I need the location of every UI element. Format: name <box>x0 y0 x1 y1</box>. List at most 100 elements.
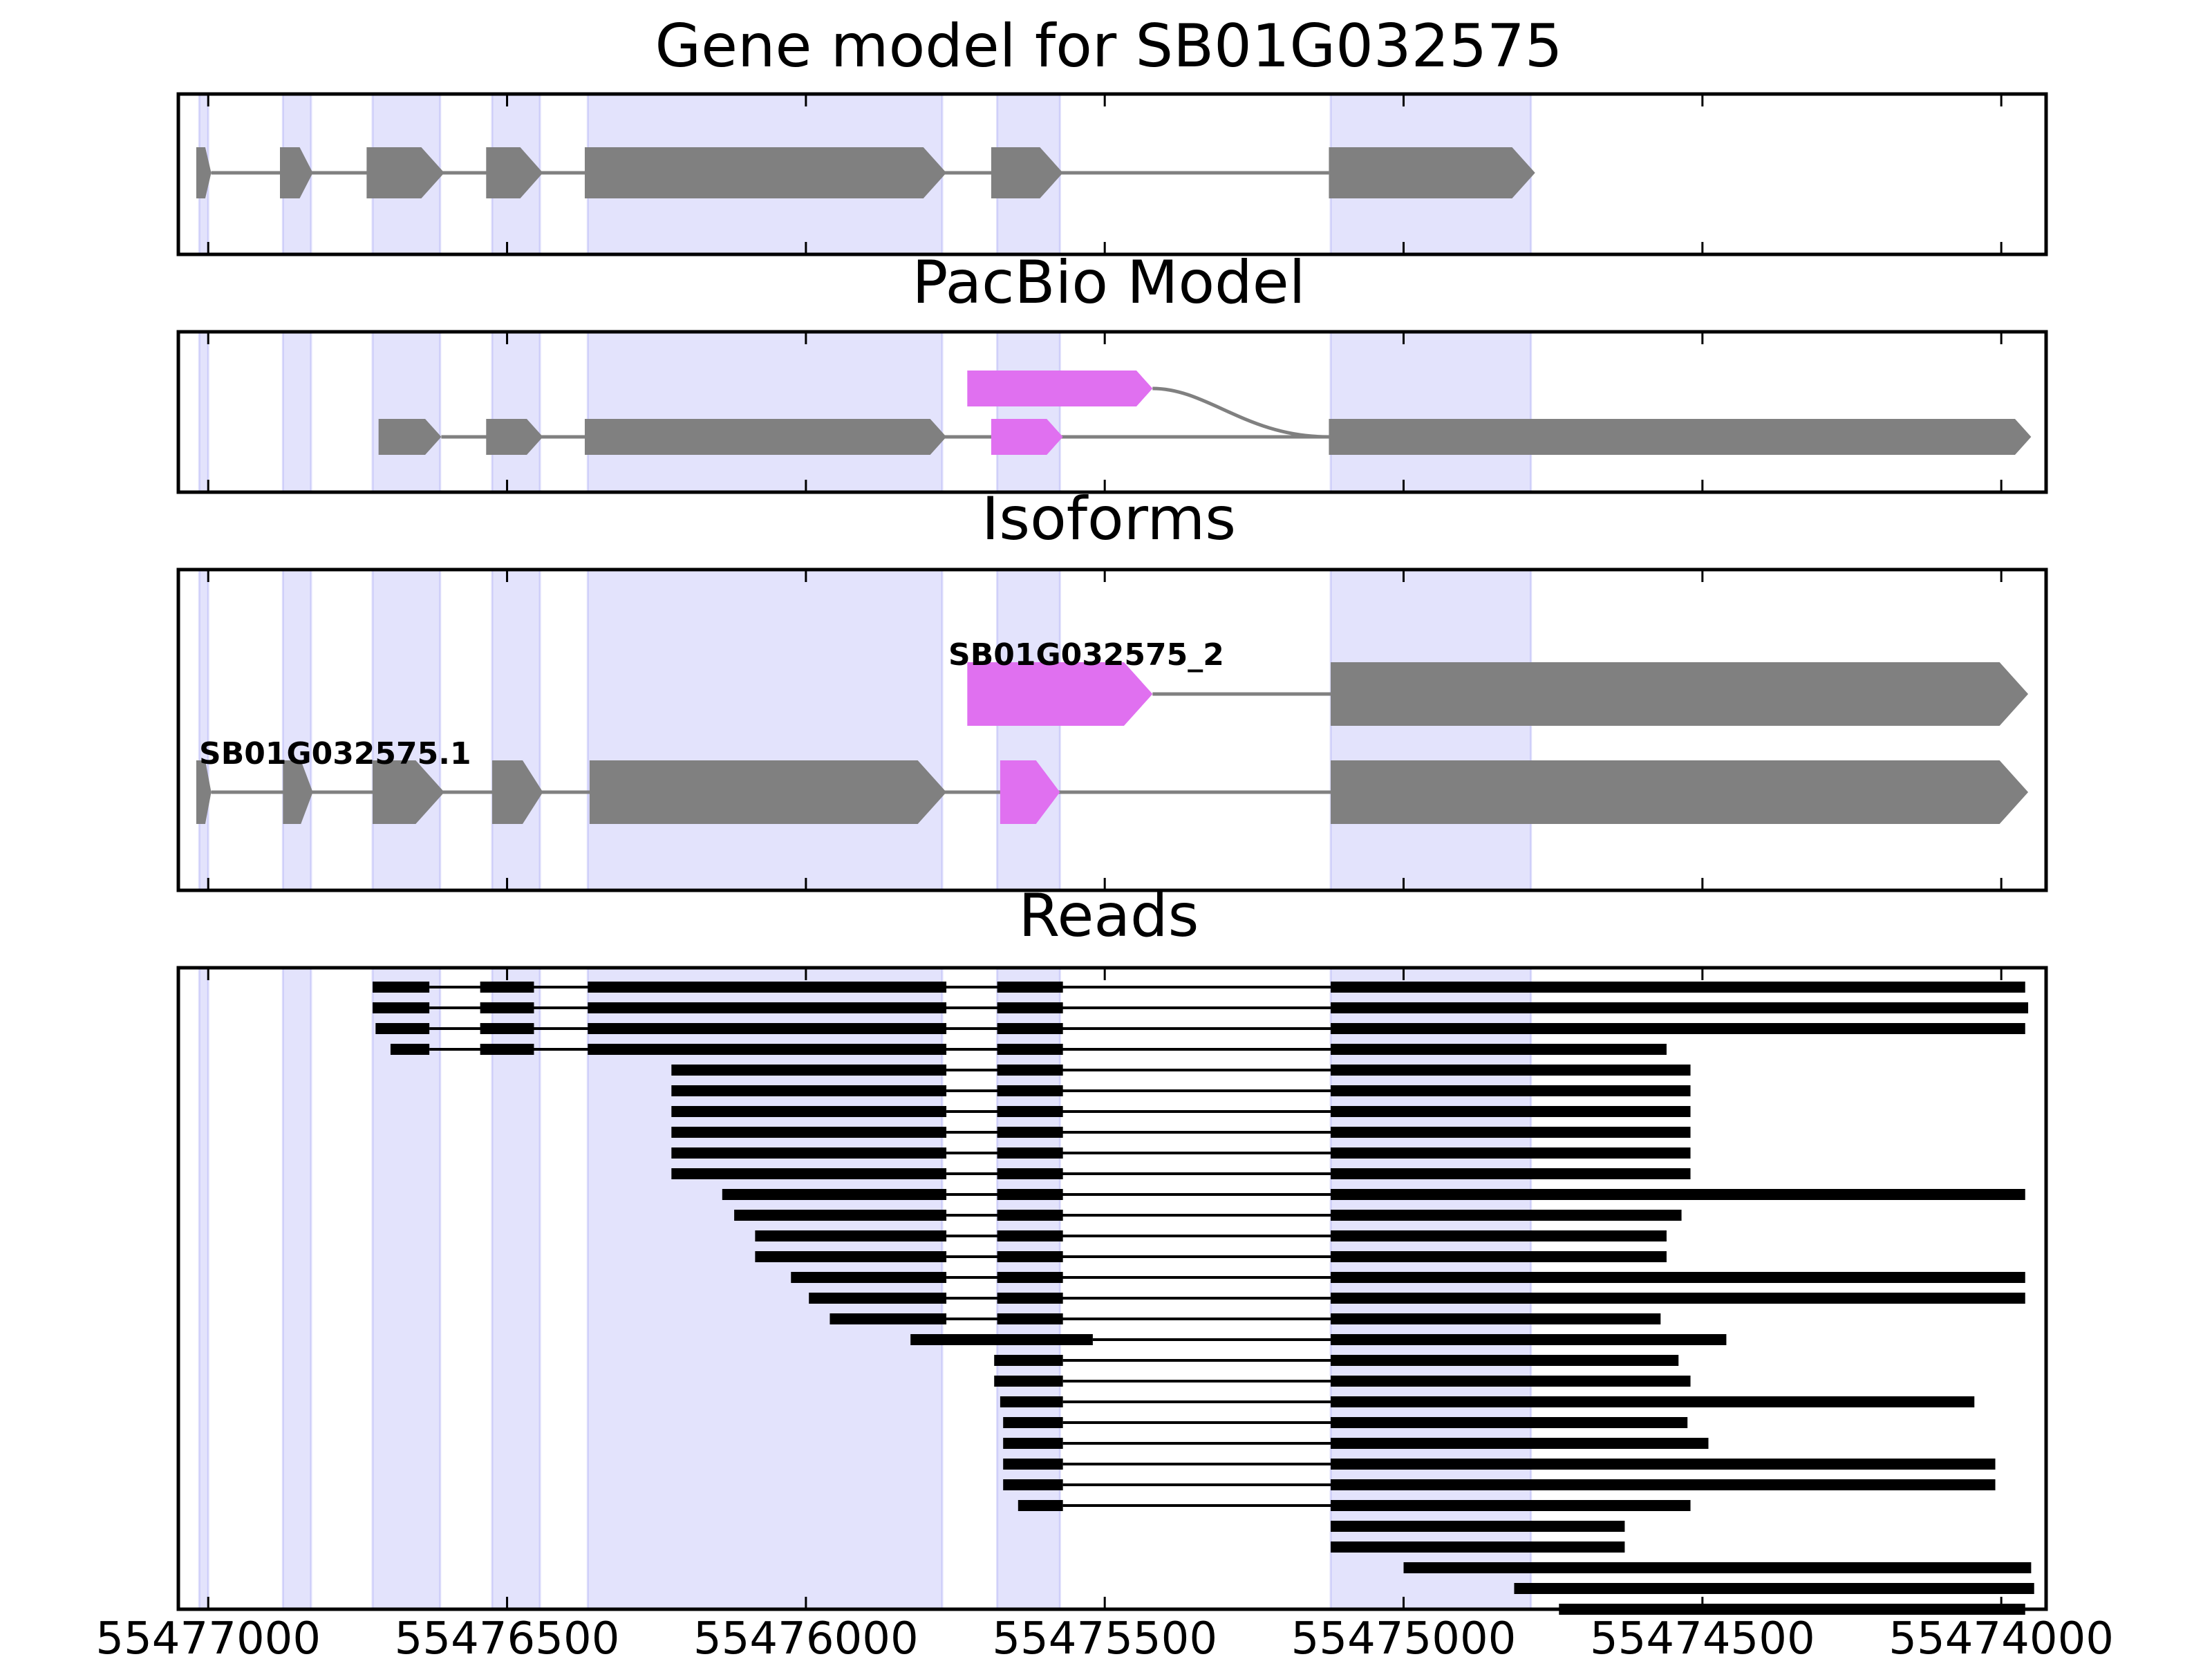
read-segment <box>1331 1417 1688 1428</box>
read-segment <box>588 1023 947 1034</box>
isoform-label-1: SB01G032575.1 <box>199 736 471 771</box>
read-segment <box>997 1272 1063 1283</box>
read-segment <box>997 1210 1063 1221</box>
read-segment <box>791 1272 947 1283</box>
highlight-band <box>198 568 209 892</box>
read-segment <box>375 1023 430 1034</box>
exon <box>967 662 1153 726</box>
x-tick-label: 55475500 <box>992 1613 1217 1659</box>
read-segment <box>1331 1355 1679 1366</box>
exon <box>1329 419 2032 455</box>
panel-frames <box>176 92 2048 1611</box>
read-segment <box>997 1106 1063 1117</box>
highlight-band <box>281 330 312 494</box>
exon <box>991 147 1063 198</box>
read-segment <box>1331 1541 1625 1553</box>
read-segment <box>1331 1459 1996 1470</box>
read-segment <box>1331 1500 1691 1511</box>
read-segment <box>373 1002 430 1013</box>
read-segment <box>1331 1251 1667 1262</box>
panel-title-isoforms: Isoforms <box>982 485 1236 554</box>
read-segment <box>1331 1376 1691 1387</box>
read-segment <box>997 1251 1063 1262</box>
highlight-band <box>1329 330 1533 494</box>
read-segment <box>373 982 430 993</box>
exon <box>366 147 444 198</box>
exon <box>491 760 543 824</box>
exon <box>196 760 212 824</box>
read-segment <box>910 1334 1093 1345</box>
read-segment <box>997 1168 1063 1179</box>
exon <box>1331 662 2029 726</box>
exon <box>378 419 442 455</box>
exon <box>283 760 313 824</box>
highlight-band <box>198 966 209 1611</box>
highlight-band <box>996 966 1061 1611</box>
panel-frame <box>176 92 2048 256</box>
read-segment <box>1331 1044 1667 1055</box>
exon <box>589 760 947 824</box>
axis-ticks <box>207 94 2003 1609</box>
highlight-band <box>281 966 312 1611</box>
read-segment <box>480 1002 534 1013</box>
exon <box>279 147 313 198</box>
read-segment <box>1331 1313 1661 1324</box>
x-tick-label: 55476500 <box>395 1613 620 1659</box>
panel-title-reads: Reads <box>1019 881 1199 950</box>
exon <box>1329 147 1535 198</box>
read-segment <box>1018 1500 1063 1511</box>
highlight-band <box>586 568 944 892</box>
read-segment <box>1331 1479 1996 1490</box>
read-segment <box>1331 1065 1691 1076</box>
read-segment <box>1331 1396 1975 1407</box>
exon <box>967 371 1153 406</box>
read-segment <box>1331 1210 1682 1221</box>
read-segment <box>1003 1459 1063 1470</box>
read-segment <box>1331 1521 1625 1532</box>
read-segment <box>997 982 1063 993</box>
panel-title-pacbio-model: PacBio Model <box>912 248 1305 317</box>
read-segment <box>1331 1023 2025 1034</box>
read-segment <box>1331 1293 2025 1304</box>
read-segment <box>588 1044 947 1055</box>
read-segment <box>997 1085 1063 1096</box>
panel-frame <box>176 568 2048 892</box>
highlight-band <box>1329 568 1533 892</box>
x-tick-label: 55474500 <box>1590 1613 1815 1659</box>
read-segment <box>809 1293 947 1304</box>
exon <box>486 419 543 455</box>
read-segment <box>997 1065 1063 1076</box>
read-segment <box>1331 1147 1691 1159</box>
read-segment <box>1331 1189 2025 1200</box>
read-segment <box>755 1251 947 1262</box>
panel-frame <box>176 330 2048 494</box>
read-segment <box>1331 982 2025 993</box>
read-segment <box>1331 1085 1691 1096</box>
read-segment <box>1331 1438 1709 1449</box>
read-segment <box>671 1168 947 1179</box>
isoform-label-2: SB01G032575_2 <box>948 637 1224 673</box>
read-segment <box>997 1023 1063 1034</box>
read-segment <box>588 1002 947 1013</box>
highlight-band <box>491 568 541 892</box>
read-segment <box>1003 1479 1063 1490</box>
read-segment <box>1000 1396 1063 1407</box>
x-axis-labels: 55477000 55476500 55476000 55475500 5547… <box>95 1613 2114 1659</box>
read-segment <box>994 1355 1063 1366</box>
read-segment <box>671 1147 947 1159</box>
highlight-band <box>996 330 1061 494</box>
read-segment <box>997 1293 1063 1304</box>
read-segment <box>1514 1583 2034 1594</box>
highlight-band <box>586 330 944 494</box>
read-segment <box>390 1044 430 1055</box>
exon <box>584 147 947 198</box>
splice-curve <box>1152 386 1329 439</box>
highlight-band <box>996 568 1061 892</box>
exon <box>196 147 212 198</box>
read-segment <box>1331 1127 1691 1138</box>
highlight-band <box>491 966 541 1611</box>
read-segment <box>588 982 947 993</box>
read-segment <box>997 1230 1063 1241</box>
exon <box>991 419 1063 455</box>
